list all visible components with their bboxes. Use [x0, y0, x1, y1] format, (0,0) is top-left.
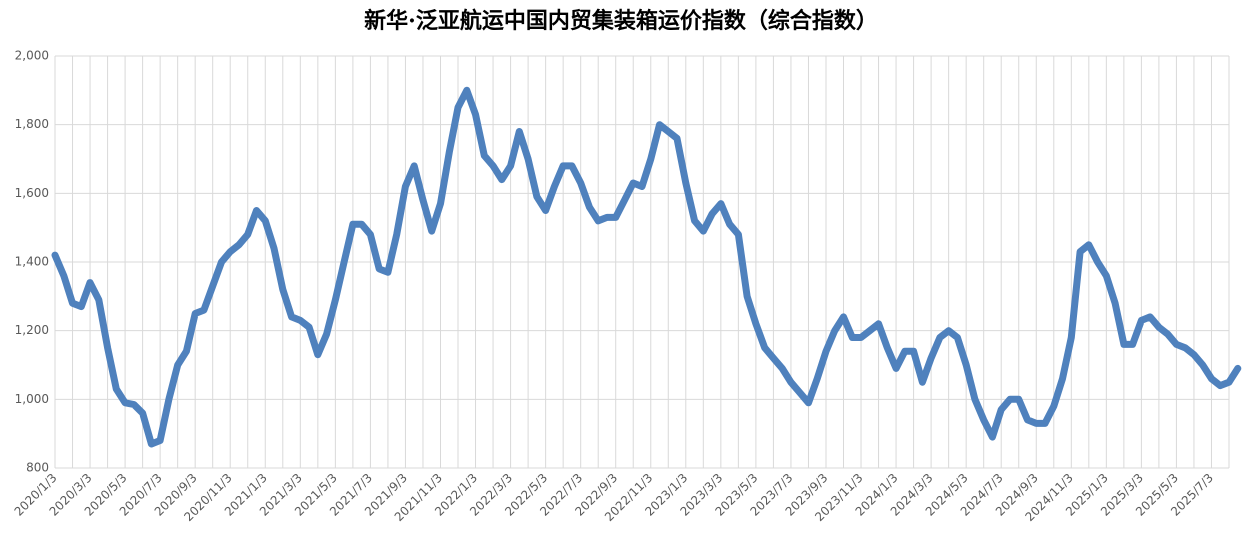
y-tick-label: 1,400 — [15, 255, 49, 269]
y-tick-label: 1,000 — [15, 392, 49, 406]
y-tick-label: 1,600 — [15, 186, 49, 200]
y-tick-label: 1,200 — [15, 323, 49, 337]
y-tick-label: 2,000 — [15, 49, 49, 63]
y-tick-label: 800 — [26, 461, 49, 475]
data-line — [51, 86, 1242, 448]
chart-title: 新华·泛亚航运中国内贸集装箱运价指数（综合指数） — [364, 8, 878, 34]
y-tick-label: 1,800 — [15, 117, 49, 131]
